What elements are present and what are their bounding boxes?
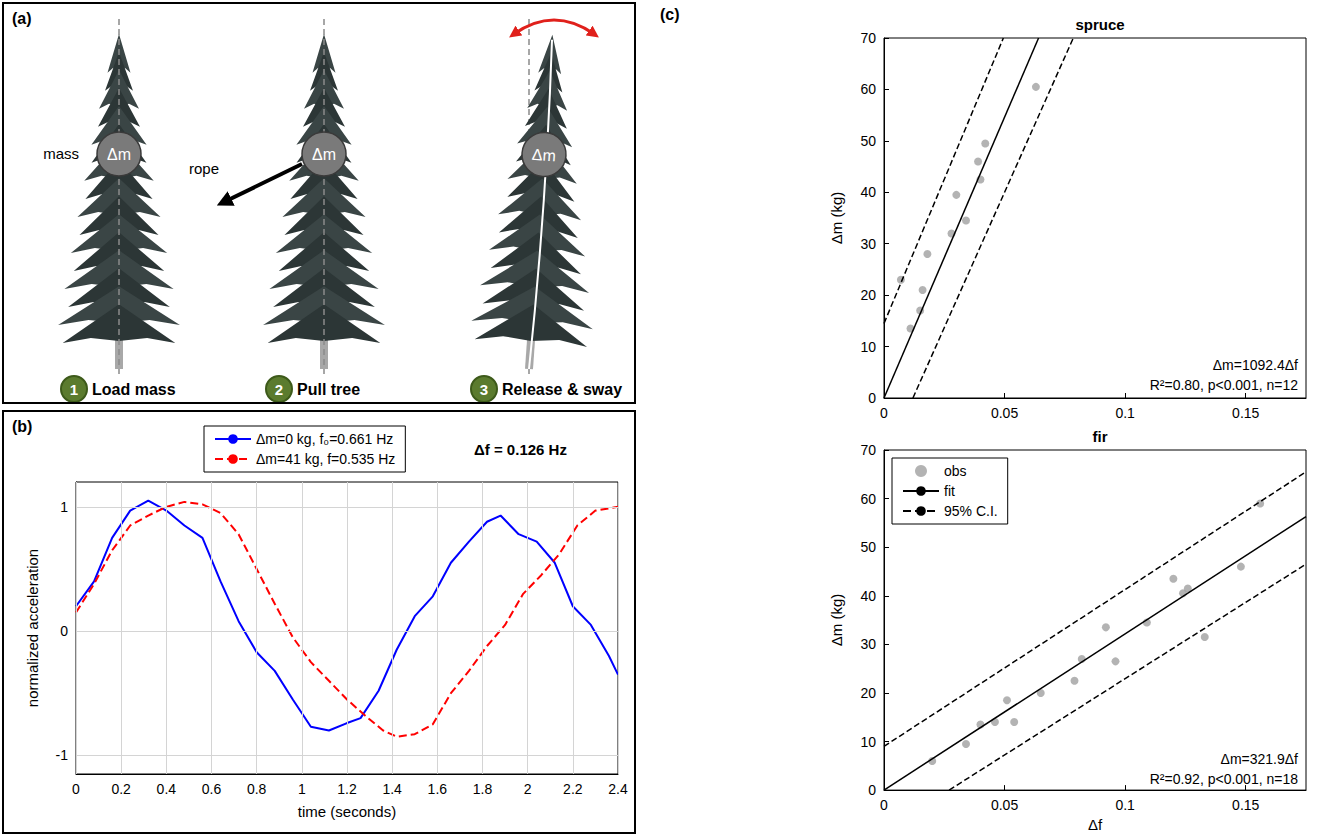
html-text:(c): (c) xyxy=(660,6,680,23)
svg-text:2.4: 2.4 xyxy=(608,781,628,797)
svg-text:-1: -1 xyxy=(56,747,69,763)
svg-text:spruce: spruce xyxy=(1075,16,1124,33)
svg-text:fit: fit xyxy=(944,483,955,499)
svg-text:1.8: 1.8 xyxy=(473,781,493,797)
svg-text:Δm=0 kg, f₀=0.661 Hz: Δm=0 kg, f₀=0.661 Hz xyxy=(256,431,393,447)
svg-text:3: 3 xyxy=(480,381,488,398)
svg-text:70: 70 xyxy=(860,442,876,458)
svg-text:2: 2 xyxy=(275,381,283,398)
svg-text:0: 0 xyxy=(868,782,876,798)
svg-text:R²=0.80, p<0.001, n=12: R²=0.80, p<0.001, n=12 xyxy=(1150,377,1298,393)
svg-text:rope: rope xyxy=(189,160,219,177)
svg-text:0.15: 0.15 xyxy=(1232,405,1259,420)
svg-text:70: 70 xyxy=(860,30,876,46)
svg-text:Δm: Δm xyxy=(312,146,336,163)
svg-text:0.05: 0.05 xyxy=(991,405,1018,420)
svg-text:Δm=321.9Δf: Δm=321.9Δf xyxy=(1221,751,1299,767)
svg-text:60: 60 xyxy=(860,81,876,97)
svg-text:Δm (kg): Δm (kg) xyxy=(828,594,845,647)
svg-text:mass: mass xyxy=(43,145,79,162)
svg-text:40: 40 xyxy=(860,184,876,200)
svg-text:40: 40 xyxy=(860,588,876,604)
svg-text:1: 1 xyxy=(70,381,78,398)
svg-text:20: 20 xyxy=(860,685,876,701)
svg-text:(a): (a) xyxy=(12,10,32,27)
svg-text:1.4: 1.4 xyxy=(382,781,402,797)
svg-text:Δm (kg): Δm (kg) xyxy=(828,192,845,245)
svg-text:50: 50 xyxy=(860,133,876,149)
svg-text:Δm: Δm xyxy=(531,146,556,165)
svg-text:0.1: 0.1 xyxy=(1115,405,1135,420)
svg-text:2.2: 2.2 xyxy=(563,781,583,797)
svg-text:Δm=41 kg, f=0.535 Hz: Δm=41 kg, f=0.535 Hz xyxy=(256,451,395,467)
svg-text:0.4: 0.4 xyxy=(157,781,177,797)
svg-text:0: 0 xyxy=(868,390,876,406)
svg-text:60: 60 xyxy=(860,491,876,507)
svg-text:fir: fir xyxy=(1093,428,1108,445)
html-text:(b): (b) xyxy=(12,418,33,435)
svg-text:1.6: 1.6 xyxy=(428,781,448,797)
svg-text:0.1: 0.1 xyxy=(1115,797,1135,813)
svg-text:Δm: Δm xyxy=(107,146,131,163)
svg-text:R²=0.92, p<0.001, n=18: R²=0.92, p<0.001, n=18 xyxy=(1150,771,1298,787)
svg-text:Δm=1092.4Δf: Δm=1092.4Δf xyxy=(1213,357,1298,373)
svg-text:0: 0 xyxy=(880,405,888,420)
svg-text:10: 10 xyxy=(860,734,876,750)
svg-text:95% C.I.: 95% C.I. xyxy=(944,503,998,519)
svg-text:Δf: Δf xyxy=(1088,816,1103,833)
svg-text:Δf = 0.126 Hz: Δf = 0.126 Hz xyxy=(474,441,567,458)
svg-text:normalized acceleration: normalized acceleration xyxy=(24,549,41,707)
svg-text:0.6: 0.6 xyxy=(202,781,222,797)
svg-text:0.8: 0.8 xyxy=(247,781,267,797)
svg-text:0.2: 0.2 xyxy=(111,781,131,797)
svg-text:Pull tree: Pull tree xyxy=(297,381,360,398)
svg-text:20: 20 xyxy=(860,287,876,303)
svg-text:Load mass: Load mass xyxy=(92,381,176,398)
svg-text:0: 0 xyxy=(880,797,888,813)
svg-text:10: 10 xyxy=(860,339,876,355)
svg-text:0.05: 0.05 xyxy=(991,797,1018,813)
svg-text:0: 0 xyxy=(60,623,68,639)
svg-text:time (seconds): time (seconds) xyxy=(298,803,396,820)
svg-text:1: 1 xyxy=(298,781,306,797)
svg-text:2: 2 xyxy=(524,781,532,797)
svg-text:30: 30 xyxy=(860,636,876,652)
svg-text:50: 50 xyxy=(860,539,876,555)
svg-text:Release & sway: Release & sway xyxy=(502,381,622,398)
svg-text:0: 0 xyxy=(72,781,80,797)
svg-text:0.15: 0.15 xyxy=(1232,797,1259,813)
svg-text:obs: obs xyxy=(944,463,967,479)
svg-text:30: 30 xyxy=(860,236,876,252)
svg-text:1: 1 xyxy=(60,499,68,515)
svg-text:1.2: 1.2 xyxy=(337,781,357,797)
